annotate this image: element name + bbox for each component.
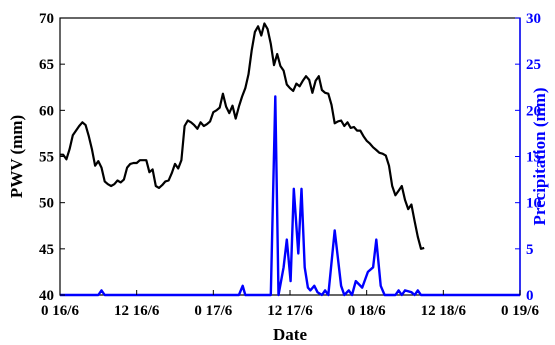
y-left-tick-label: 65 [39, 57, 54, 73]
x-tick-label: 0 19/6 [501, 303, 539, 319]
y-left-tick-label: 60 [39, 103, 54, 119]
y-left-tick-label: 45 [39, 242, 54, 258]
y-right-tick-label: 25 [526, 57, 541, 73]
y-right-tick-label: 20 [526, 103, 541, 119]
x-tick-label: 0 17/6 [194, 303, 232, 319]
plot-border [59, 17, 521, 296]
plot-frame [59, 17, 521, 296]
y-right-tick-label: 10 [526, 196, 541, 212]
y-axis-right-label: Precipitation (mm) [530, 87, 549, 225]
y-left-tick-label: 55 [39, 150, 54, 166]
y-left-tick-label: 40 [39, 288, 54, 304]
ticks-layer: 40 45 50 55 60 65 70 0 5 10 15 20 25 30 0 16/6 12 16/6 0… [39, 11, 541, 319]
x-tick-label: 12 17/6 [267, 303, 313, 319]
x-axis-label: Date [273, 325, 307, 344]
y-right-tick-label: 15 [526, 150, 541, 166]
y-right-tick-label: 30 [526, 11, 541, 27]
y-axis-left-label: PWV (mm) [7, 115, 26, 198]
y-right-tick-label: 5 [526, 242, 534, 258]
x-tick-label: 0 16/6 [41, 303, 79, 319]
y-left-tick-label: 70 [39, 11, 54, 27]
series-layer [60, 22, 520, 297]
precipitation-series-line [60, 95, 520, 297]
x-tick-label: 12 18/6 [421, 303, 467, 319]
pwv-series-line [60, 22, 425, 250]
y-left-tick-label: 50 [39, 196, 54, 212]
y-right-tick-label: 0 [526, 288, 534, 304]
x-tick-label: 0 18/6 [348, 303, 386, 319]
x-tick-label: 12 16/6 [114, 303, 160, 319]
